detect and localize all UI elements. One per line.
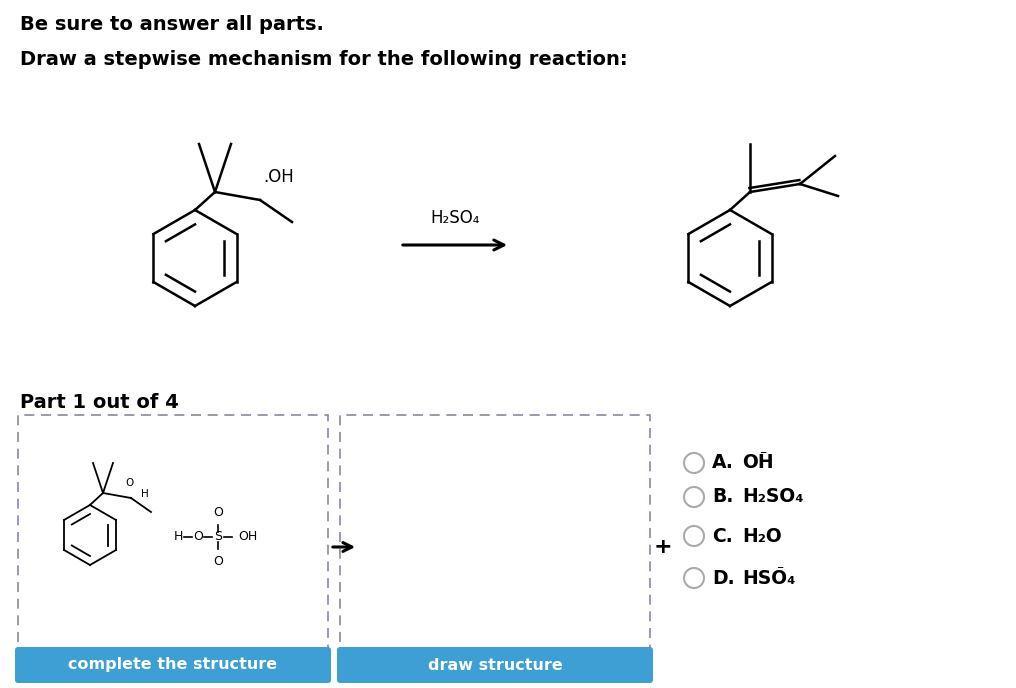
- Text: Be sure to answer all parts.: Be sure to answer all parts.: [20, 15, 324, 34]
- Text: O: O: [193, 530, 203, 544]
- Text: C.: C.: [712, 526, 733, 546]
- Text: H: H: [174, 530, 183, 544]
- Text: ⁻: ⁻: [759, 448, 766, 462]
- Text: B.: B.: [712, 488, 734, 506]
- FancyBboxPatch shape: [337, 647, 653, 683]
- Text: OH: OH: [742, 453, 773, 473]
- Text: +: +: [653, 537, 673, 557]
- Text: H₂O: H₂O: [742, 526, 781, 546]
- Text: S: S: [214, 530, 223, 544]
- Text: H₂SO₄: H₂SO₄: [431, 209, 480, 227]
- Text: complete the structure: complete the structure: [68, 658, 277, 672]
- Text: O: O: [125, 478, 133, 488]
- FancyBboxPatch shape: [15, 647, 331, 683]
- Text: draw structure: draw structure: [428, 658, 563, 672]
- Text: O: O: [213, 506, 223, 519]
- Text: HSO₄: HSO₄: [742, 568, 796, 588]
- Text: OH: OH: [238, 530, 257, 544]
- Text: H: H: [141, 489, 148, 499]
- Text: H₂SO₄: H₂SO₄: [742, 488, 804, 506]
- Text: ⁻: ⁻: [776, 563, 783, 577]
- Bar: [340, 415, 650, 678]
- Text: D.: D.: [712, 568, 735, 588]
- Text: O: O: [213, 555, 223, 568]
- Text: Part 1 out of 4: Part 1 out of 4: [20, 393, 179, 412]
- Text: Draw a stepwise mechanism for the following reaction:: Draw a stepwise mechanism for the follow…: [20, 50, 628, 69]
- Text: A.: A.: [712, 453, 734, 473]
- Text: .OH: .OH: [263, 168, 294, 186]
- Bar: [18, 415, 328, 678]
